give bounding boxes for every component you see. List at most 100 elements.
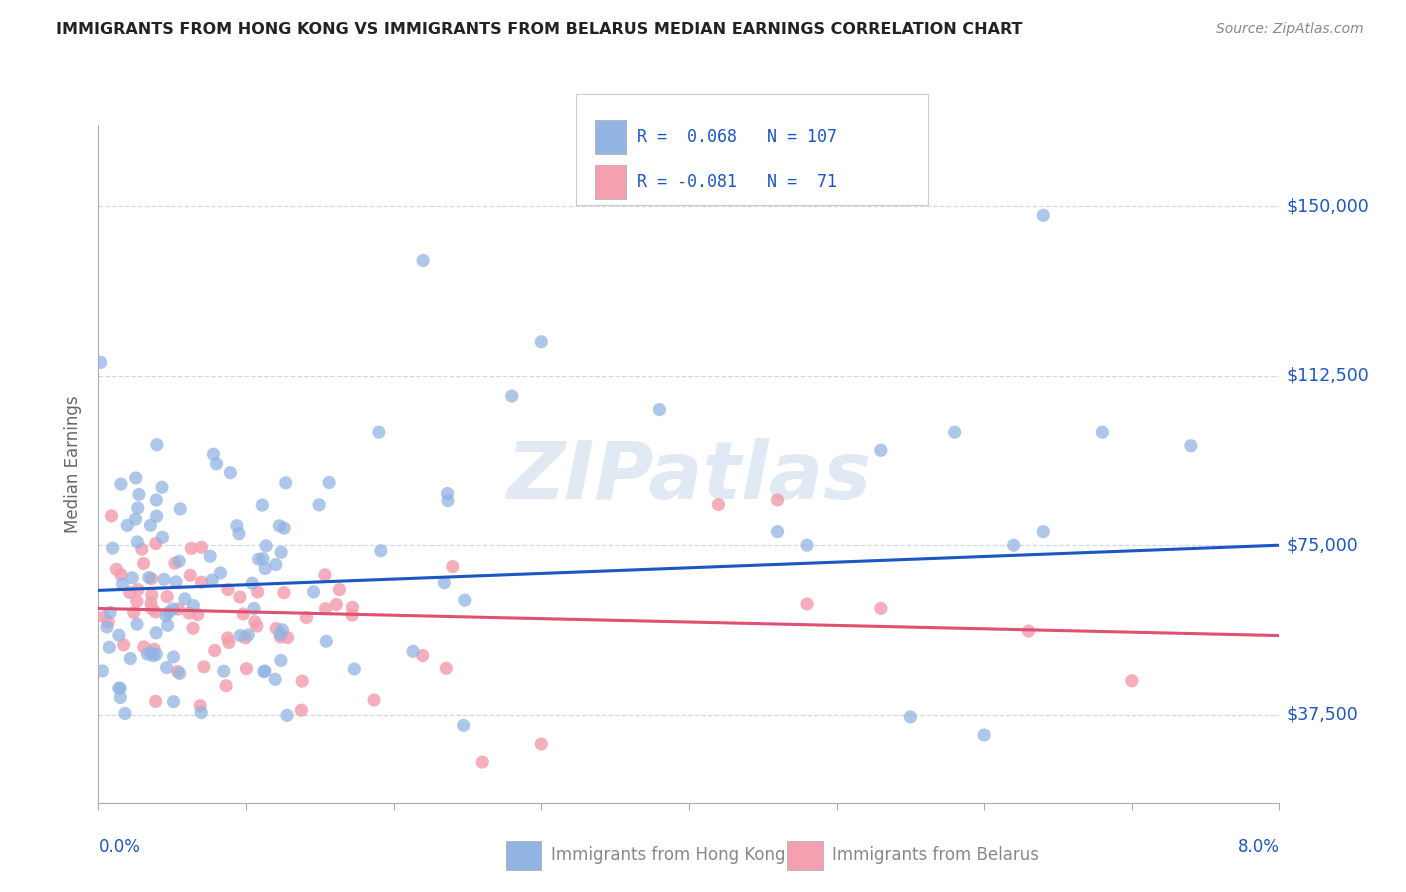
Point	[91, 664, 114, 678]
Point	[229, 628, 252, 642]
Point	[217, 631, 239, 645]
Point	[141, 588, 163, 602]
Point	[363, 693, 385, 707]
Point	[180, 541, 202, 556]
Point	[437, 493, 460, 508]
Point	[434, 661, 457, 675]
Point	[167, 554, 190, 568]
Point	[114, 706, 136, 721]
Point	[145, 509, 167, 524]
Text: R =  0.068   N = 107: R = 0.068 N = 107	[637, 128, 837, 146]
Point	[412, 253, 434, 268]
Point	[295, 610, 318, 624]
Point	[269, 518, 291, 533]
Point	[110, 567, 132, 582]
Point	[290, 703, 312, 717]
Point	[152, 530, 174, 544]
Point	[302, 585, 325, 599]
Text: Immigrants from Hong Kong: Immigrants from Hong Kong	[551, 847, 786, 864]
Point	[501, 389, 523, 403]
Point	[107, 681, 129, 696]
Point	[270, 545, 292, 559]
Point	[269, 627, 291, 641]
Point	[766, 524, 789, 539]
Point	[90, 355, 112, 369]
Text: $75,000: $75,000	[1286, 536, 1358, 554]
Point	[1091, 425, 1114, 440]
Point	[142, 648, 165, 663]
Point	[254, 539, 277, 553]
Point	[139, 518, 162, 533]
Point	[100, 508, 122, 523]
Point	[232, 607, 254, 621]
Point	[141, 572, 163, 586]
Point	[205, 457, 228, 471]
Point	[1032, 208, 1054, 222]
Point	[162, 649, 184, 664]
Point	[169, 502, 191, 516]
Point	[328, 582, 350, 597]
Point	[412, 648, 434, 663]
Point	[264, 621, 287, 635]
Point	[243, 615, 266, 629]
Point	[530, 334, 553, 349]
Point	[240, 576, 263, 591]
Point	[436, 486, 458, 500]
Point	[271, 623, 294, 637]
Point	[264, 673, 287, 687]
Point	[138, 570, 160, 584]
Point	[1180, 439, 1202, 453]
Point	[796, 597, 818, 611]
Point	[243, 601, 266, 615]
Point	[367, 425, 389, 440]
Point	[132, 557, 155, 571]
Text: ZIPatlas: ZIPatlas	[506, 438, 872, 516]
Text: Immigrants from Belarus: Immigrants from Belarus	[832, 847, 1039, 864]
Point	[315, 601, 337, 615]
Point	[93, 610, 115, 624]
Point	[252, 551, 274, 566]
Point	[471, 755, 494, 769]
Point	[252, 498, 274, 512]
Point	[212, 664, 235, 678]
Point	[183, 599, 205, 613]
Point	[228, 526, 250, 541]
Point	[145, 625, 167, 640]
Point	[98, 640, 121, 655]
Point	[402, 644, 425, 658]
Point	[315, 634, 337, 648]
Point	[276, 631, 298, 645]
Point	[127, 500, 149, 515]
Point	[217, 582, 239, 597]
Point	[105, 562, 128, 576]
Point	[270, 630, 292, 644]
Point	[163, 556, 186, 570]
Point	[145, 536, 167, 550]
Point	[254, 561, 277, 575]
Point	[898, 710, 921, 724]
Point	[370, 543, 392, 558]
Point	[193, 660, 215, 674]
Point	[165, 574, 187, 589]
Point	[117, 518, 139, 533]
Point	[110, 477, 132, 491]
Point	[125, 617, 148, 632]
Point	[441, 559, 464, 574]
Point	[127, 582, 149, 597]
Point	[190, 541, 212, 555]
Point	[127, 535, 149, 549]
Point	[707, 498, 730, 512]
Point	[143, 642, 166, 657]
Point	[343, 662, 366, 676]
Point	[215, 679, 238, 693]
Point	[181, 621, 204, 635]
Point	[308, 498, 330, 512]
Point	[188, 698, 211, 713]
Point	[136, 647, 159, 661]
Point	[157, 605, 180, 619]
Point	[132, 640, 155, 654]
Point	[229, 590, 252, 604]
Point	[209, 566, 232, 580]
Point	[235, 631, 257, 645]
Point	[454, 593, 477, 607]
